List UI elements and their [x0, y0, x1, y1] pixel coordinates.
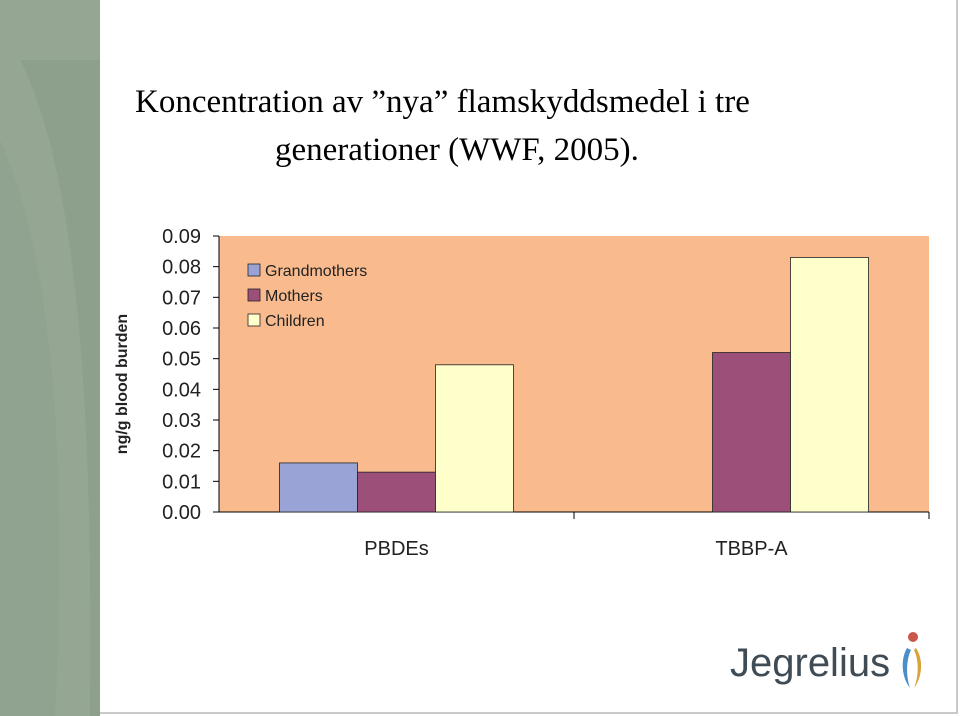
y-tick-label: 0.02 [162, 441, 201, 463]
bar-children-pbdes [435, 364, 514, 513]
y-tick-label: 0.03 [162, 410, 201, 432]
jegrelius-logo: Jegrelius [730, 632, 922, 688]
x-tick-label: PBDEs [364, 538, 428, 560]
legend-swatch-grandmothers [247, 263, 261, 277]
bar-children-tbbp-a [790, 257, 869, 513]
x-tick-label: TBBP-A [715, 538, 788, 560]
legend-label-grandmothers: Grandmothers [265, 263, 367, 280]
slide-frame [100, 0, 958, 714]
y-tick-label: 0.00 [162, 502, 201, 524]
y-axis-title: ng/g blood burden [114, 314, 131, 454]
y-tick-label: 0.06 [162, 318, 201, 340]
bar-mothers-pbdes [357, 471, 436, 513]
logo-text: Jegrelius [730, 641, 890, 685]
slide-title-line-1: Koncentration av ”nya” flamskyddsmedel i… [135, 84, 750, 120]
y-tick-label: 0.07 [162, 287, 201, 309]
legend-label-mothers: Mothers [265, 288, 323, 305]
bar-mothers-tbbp-a [712, 352, 791, 513]
y-tick-label: 0.05 [162, 349, 201, 371]
legend-swatch-mothers [247, 288, 261, 302]
legend-swatch-children [247, 313, 261, 327]
y-tick-label: 0.01 [162, 471, 201, 493]
bar-grandmothers-pbdes [279, 462, 358, 513]
legend-label-children: Children [265, 313, 325, 330]
y-tick-label: 0.08 [162, 257, 201, 279]
y-tick-label: 0.04 [162, 379, 201, 401]
logo-mark-icon [902, 632, 922, 688]
decorative-side-band [0, 0, 100, 716]
y-tick-label: 0.09 [162, 226, 201, 248]
slide-title-line-2: generationer (WWF, 2005). [275, 132, 639, 168]
